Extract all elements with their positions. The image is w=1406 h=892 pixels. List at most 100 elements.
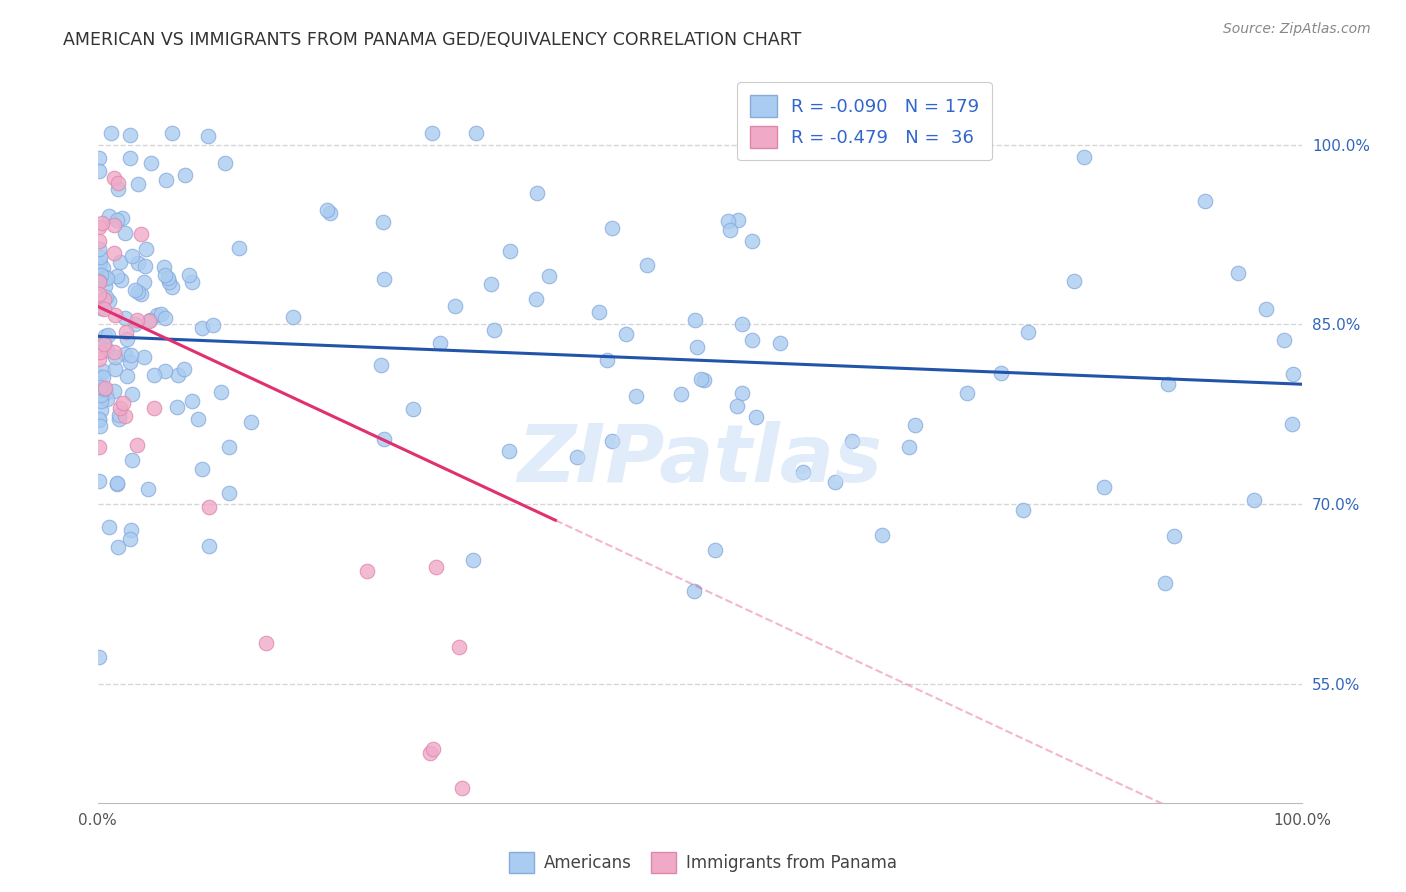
Point — [425, 560, 447, 574]
Point — [897, 440, 920, 454]
Point — [105, 213, 128, 227]
Point — [115, 325, 138, 339]
Point — [727, 212, 749, 227]
Point — [105, 476, 128, 491]
Point — [197, 129, 219, 144]
Point — [167, 368, 190, 383]
Point — [127, 285, 149, 299]
Point — [1194, 194, 1216, 208]
Point — [792, 465, 814, 479]
Point — [120, 128, 142, 142]
Point — [451, 780, 474, 795]
Point — [118, 355, 141, 369]
Point — [89, 419, 111, 434]
Point — [498, 444, 520, 458]
Point — [683, 584, 706, 599]
Point — [191, 321, 214, 335]
Point — [903, 418, 925, 433]
Point — [1092, 480, 1115, 494]
Point — [107, 176, 129, 190]
Point — [97, 293, 120, 308]
Point — [704, 543, 727, 558]
Point — [87, 287, 110, 301]
Point — [87, 649, 110, 664]
Point — [956, 386, 979, 401]
Point — [1282, 367, 1305, 381]
Point — [181, 275, 204, 289]
Point — [124, 317, 146, 331]
Point — [153, 364, 176, 378]
Point — [588, 304, 610, 318]
Point — [87, 220, 110, 235]
Point — [87, 274, 110, 288]
Point — [129, 286, 152, 301]
Point — [157, 275, 180, 289]
Point — [141, 156, 163, 170]
Point — [94, 278, 117, 293]
Point — [93, 336, 115, 351]
Point — [142, 368, 165, 382]
Point — [136, 482, 159, 496]
Point — [1011, 503, 1033, 517]
Point — [111, 396, 134, 410]
Point — [482, 323, 505, 337]
Point — [129, 227, 152, 241]
Point — [481, 277, 503, 291]
Point — [624, 389, 647, 403]
Point — [108, 401, 131, 415]
Point — [769, 336, 792, 351]
Point — [105, 477, 128, 491]
Point — [565, 450, 588, 465]
Point — [103, 171, 125, 186]
Point — [110, 273, 132, 287]
Point — [153, 268, 176, 282]
Legend: Americans, Immigrants from Panama: Americans, Immigrants from Panama — [502, 846, 904, 880]
Point — [93, 301, 115, 316]
Point — [718, 223, 741, 237]
Point — [96, 343, 118, 357]
Point — [125, 312, 148, 326]
Point — [443, 299, 465, 313]
Point — [316, 202, 339, 217]
Text: AMERICAN VS IMMIGRANTS FROM PANAMA GED/EQUIVALENCY CORRELATION CHART: AMERICAN VS IMMIGRANTS FROM PANAMA GED/E… — [63, 31, 801, 49]
Point — [121, 249, 143, 263]
Point — [741, 234, 763, 248]
Point — [97, 520, 120, 534]
Point — [103, 384, 125, 398]
Point — [1243, 492, 1265, 507]
Point — [91, 216, 114, 230]
Point — [89, 250, 111, 264]
Point — [90, 394, 112, 409]
Point — [90, 388, 112, 402]
Point — [319, 206, 342, 220]
Point — [717, 213, 740, 227]
Point — [134, 259, 156, 273]
Point — [281, 310, 304, 324]
Point — [356, 564, 378, 578]
Point — [191, 462, 214, 476]
Point — [107, 540, 129, 554]
Point — [1156, 376, 1178, 391]
Point — [499, 244, 522, 259]
Point — [103, 344, 125, 359]
Point — [87, 411, 110, 425]
Point — [114, 347, 136, 361]
Point — [107, 182, 129, 196]
Point — [419, 746, 441, 760]
Point — [157, 271, 180, 285]
Point — [447, 640, 470, 655]
Point — [114, 409, 136, 424]
Point — [1154, 576, 1177, 591]
Point — [96, 328, 118, 343]
Point — [87, 413, 110, 427]
Point — [127, 438, 149, 452]
Point — [464, 126, 486, 140]
Point — [103, 245, 125, 260]
Point — [93, 337, 115, 351]
Point — [114, 226, 136, 240]
Point — [745, 409, 768, 424]
Point — [1226, 266, 1249, 280]
Point — [124, 283, 146, 297]
Point — [596, 353, 619, 368]
Point — [104, 308, 127, 322]
